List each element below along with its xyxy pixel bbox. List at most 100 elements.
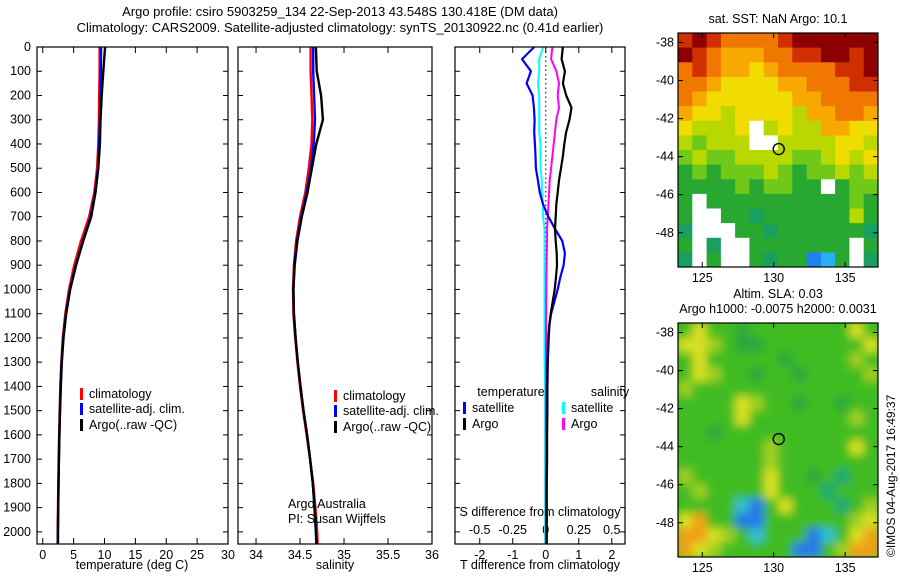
depth-tick-label: 100 (10, 64, 31, 78)
legend-label: Argo (472, 416, 499, 431)
legend-label: Argo (571, 416, 598, 431)
salinity-legend: climatology satellite-adj. clim. Argo(..… (334, 388, 439, 435)
legend-label: satellite (472, 401, 515, 416)
sla-map: 125 130 135 -38 -40 -42 -44 -46 -48 (656, 322, 879, 575)
difference-profile-frame (454, 46, 626, 545)
depth-tick-label: 300 (10, 113, 31, 127)
s-diff-tick-label: 0.5 (603, 523, 620, 537)
sla-map-cells (678, 323, 878, 557)
figure-title-line1: Argo profile: csiro 5903259_134 22-Sep-2… (122, 4, 558, 19)
legend-label: satellite-adj. clim. (343, 404, 439, 419)
argo-line-swatch (334, 420, 337, 433)
s-diff-tick-label: -0.25 (499, 523, 528, 537)
x-tick-label: 35 (337, 548, 351, 562)
series-argo-raw-qc- (56, 46, 107, 545)
depth-tick-label: 1500 (3, 404, 31, 418)
latitude-tick-label: -48 (656, 516, 674, 530)
satellite-clim-line-swatch (80, 403, 83, 416)
x-tick-label: 5 (70, 548, 77, 562)
temperature-profile: 0100200300400500600700800900100011001200… (3, 40, 235, 562)
s-diff-tick-label: 0.25 (567, 523, 591, 537)
depth-tick-label: 1900 (3, 501, 31, 515)
legend-label: climatology (343, 388, 406, 403)
depth-tick-label: 0 (24, 40, 31, 54)
latitude-tick-label: -44 (656, 150, 674, 164)
salinity-profile-frame (237, 46, 433, 545)
depth-tick-label: 1600 (3, 428, 31, 442)
x-tick-label: 1 (575, 548, 582, 562)
argo-position-marker (772, 432, 785, 446)
latitude-tick-label: -42 (656, 112, 674, 126)
annotation-line1: Argo Australia (288, 497, 366, 511)
latitude-tick-label: -44 (656, 440, 674, 454)
x-tick-label: 0 (39, 548, 46, 562)
s-argo-line-swatch (562, 417, 565, 430)
salinity-axis-label: salinity (315, 558, 355, 572)
sst-map-title: sat. SST: NaN Argo: 10.1 (708, 12, 848, 26)
argo-australia-annotation: Argo Australia PI: Susan Wijffels (288, 497, 386, 527)
argo-height-title: Argo h1000: -0.0075 h2000: 0.0031 (679, 302, 877, 316)
depth-tick-label: 1700 (3, 452, 31, 466)
series-t-argo-diff (545, 46, 573, 544)
longitude-tick-label: 125 (692, 271, 713, 285)
x-tick-label: -2 (474, 548, 485, 562)
series-satellite-adj-clim- (56, 46, 103, 544)
x-tick-label: 15 (128, 548, 142, 562)
depth-tick-label: 1800 (3, 476, 31, 490)
figure-title-line2: Climatology: CARS2009. Satellite-adjuste… (76, 20, 604, 35)
legend-label: Argo(..raw -QC) (89, 417, 178, 432)
x-tick-label: 2 (608, 548, 615, 562)
legend-label: Argo(..raw -QC) (343, 419, 432, 434)
difference-profile: -2 -1 0 1 2-0.5 -0.25 0 0.25 0.5 (454, 46, 626, 562)
x-tick-label: 30 (221, 548, 235, 562)
series-climatology (56, 47, 101, 544)
legend-label: satellite (571, 401, 614, 416)
depth-tick-label: 1000 (3, 282, 31, 296)
legend-label: satellite-adj. clim. (89, 402, 185, 417)
longitude-tick-label: 125 (692, 561, 713, 575)
argo-position-marker (772, 142, 785, 156)
depth-tick-label: 500 (10, 161, 31, 175)
sla-map-frame (677, 322, 879, 558)
depth-tick-label: 2000 (3, 525, 31, 539)
latitude-tick-label: -46 (656, 188, 674, 202)
latitude-tick-label: -38 (656, 326, 674, 340)
latitude-tick-label: -42 (656, 402, 674, 416)
x-tick-label: 35.5 (376, 548, 400, 562)
temperature-axis-label: temperature (deg C) (75, 558, 189, 572)
difference-legend-temperature: temperature satellite Argo (463, 385, 559, 432)
sst-map: 125 130 135 -38 -40 -42 -44 -46 -48 (656, 32, 879, 285)
legend-column-header: temperature (477, 385, 545, 399)
temperature-profile-frame (36, 46, 229, 545)
legend-item: Argo (562, 416, 658, 432)
latitude-tick-label: -38 (656, 36, 674, 50)
imos-credit: ©IMOS 04-Aug-2017 16:49:37 (884, 394, 898, 557)
longitude-tick-label: 135 (835, 561, 856, 575)
depth-tick-label: 400 (10, 137, 31, 151)
longitude-tick-label: 135 (835, 271, 856, 285)
depth-tick-label: 1300 (3, 355, 31, 369)
longitude-tick-label: 130 (763, 271, 784, 285)
legend-item: Argo(..raw -QC) (80, 417, 185, 433)
depth-tick-label: 600 (10, 185, 31, 199)
sst-map-frame (677, 32, 879, 268)
difference-legend-salinity: salinity satellite Argo (562, 385, 658, 432)
x-tick-label: -1 (507, 548, 518, 562)
latitude-tick-label: -46 (656, 478, 674, 492)
depth-tick-label: 1100 (4, 307, 31, 321)
legend-item: satellite-adj. clim. (334, 404, 439, 420)
s-difference-axis-label: S difference from climatology (459, 505, 621, 519)
satellite-clim-line-swatch (334, 405, 337, 418)
depth-tick-label: 200 (10, 88, 31, 102)
depth-tick-label: 700 (10, 210, 31, 224)
x-tick-label: 34 (249, 548, 263, 562)
latitude-tick-label: -40 (656, 364, 674, 378)
t-difference-axis-label: T difference from climatology (459, 558, 621, 572)
salinity-profile: 34 34.5 35 35.5 36 (237, 46, 439, 562)
x-tick-label: 25 (190, 548, 204, 562)
x-tick-label: 0 (542, 548, 549, 562)
longitude-tick-label: 130 (763, 561, 784, 575)
x-tick-label: 34.5 (288, 548, 312, 562)
annotation-line2: PI: Susan Wijffels (288, 512, 386, 526)
